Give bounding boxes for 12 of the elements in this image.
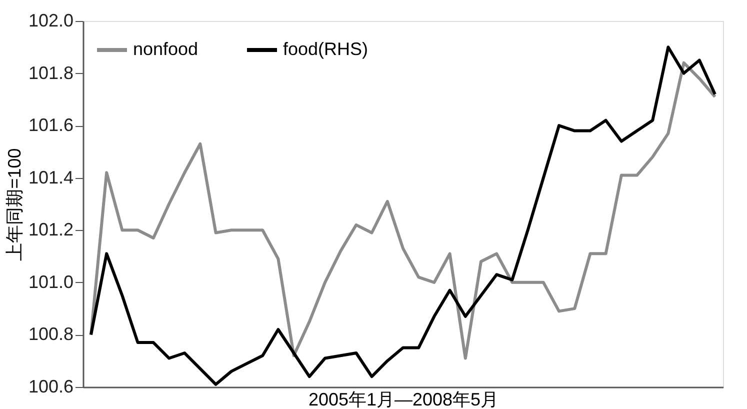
- y-axis-title: 上年同期=100: [4, 148, 24, 261]
- x-axis-title: 2005年1月—2008年5月: [308, 390, 499, 409]
- y-tick-label: 101.8: [28, 62, 74, 83]
- legend-label: nonfood: [133, 39, 198, 59]
- y-tick-label: 101.4: [28, 167, 74, 188]
- y-tick-label: 102.0: [28, 10, 74, 30]
- y-tick-label: 100.6: [28, 376, 74, 396]
- y-tick-label: 100.8: [28, 324, 74, 344]
- y-tick-label: 101.6: [28, 115, 74, 136]
- y-tick-label: 101.2: [28, 220, 74, 240]
- legend-label: food(RHS): [283, 39, 368, 59]
- y-tick-label: 101.0: [28, 272, 74, 292]
